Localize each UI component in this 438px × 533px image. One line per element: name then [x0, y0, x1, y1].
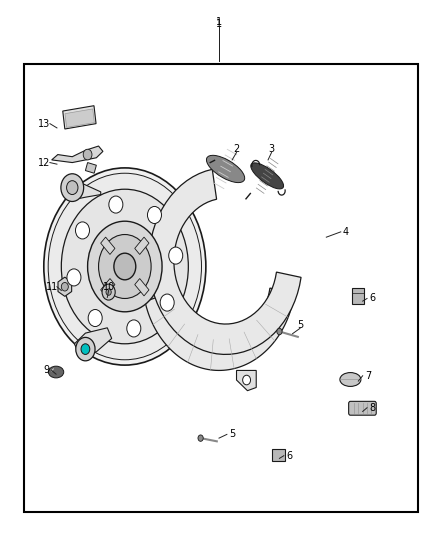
Text: 4: 4: [343, 227, 349, 237]
Text: 11: 11: [46, 282, 58, 292]
Circle shape: [76, 337, 95, 361]
Circle shape: [75, 222, 89, 239]
Text: 10: 10: [102, 282, 115, 292]
Bar: [65, 109, 94, 127]
Polygon shape: [149, 169, 301, 354]
Circle shape: [102, 284, 115, 300]
Circle shape: [160, 294, 174, 311]
Circle shape: [114, 253, 136, 280]
Polygon shape: [64, 181, 101, 200]
Circle shape: [67, 181, 78, 195]
Bar: [272, 449, 285, 461]
Circle shape: [61, 174, 84, 201]
Circle shape: [169, 247, 183, 264]
Circle shape: [48, 173, 201, 360]
Bar: [101, 237, 115, 254]
Polygon shape: [85, 163, 96, 173]
Text: 1: 1: [216, 18, 222, 27]
Circle shape: [67, 269, 81, 286]
Text: 5: 5: [229, 430, 235, 439]
Text: 3: 3: [268, 144, 275, 154]
Polygon shape: [52, 146, 103, 163]
Text: 5: 5: [297, 320, 303, 330]
Bar: [135, 237, 149, 254]
Bar: [135, 279, 149, 296]
Bar: [63, 106, 96, 129]
Polygon shape: [58, 277, 72, 296]
Bar: [24, 64, 418, 512]
Text: 2: 2: [233, 144, 240, 154]
Ellipse shape: [340, 373, 361, 386]
Polygon shape: [145, 288, 294, 370]
Text: 13: 13: [38, 119, 50, 128]
Text: 8: 8: [369, 403, 375, 413]
Circle shape: [106, 289, 111, 295]
Circle shape: [88, 221, 162, 312]
Polygon shape: [74, 328, 112, 354]
Text: 6: 6: [286, 451, 292, 461]
Circle shape: [83, 149, 92, 160]
Text: 9: 9: [43, 366, 49, 375]
Ellipse shape: [206, 155, 245, 183]
Text: 12: 12: [38, 158, 50, 167]
Circle shape: [61, 189, 188, 344]
Circle shape: [44, 168, 206, 365]
Circle shape: [81, 344, 90, 354]
Polygon shape: [237, 370, 256, 391]
Ellipse shape: [48, 366, 64, 378]
Text: 1: 1: [216, 19, 222, 29]
Circle shape: [61, 282, 68, 291]
Circle shape: [99, 235, 151, 298]
Bar: [101, 279, 115, 296]
Circle shape: [243, 375, 251, 385]
FancyBboxPatch shape: [349, 401, 376, 415]
Ellipse shape: [251, 163, 283, 189]
Circle shape: [148, 206, 162, 223]
Circle shape: [88, 310, 102, 327]
Text: 7: 7: [365, 371, 371, 381]
Text: 6: 6: [369, 294, 375, 303]
Circle shape: [127, 320, 141, 337]
Circle shape: [109, 196, 123, 213]
Circle shape: [277, 328, 282, 335]
Bar: [352, 288, 364, 304]
Circle shape: [198, 435, 203, 441]
